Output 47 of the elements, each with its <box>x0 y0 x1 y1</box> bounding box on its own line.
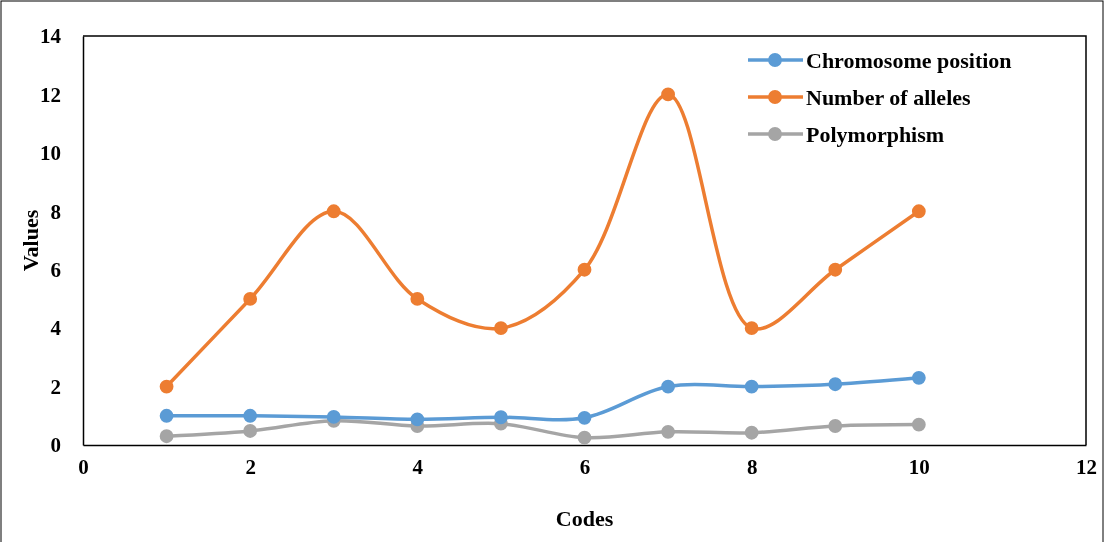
y-tick-label: 12 <box>40 82 61 107</box>
y-axis-title: Values <box>18 209 43 272</box>
point <box>828 377 843 392</box>
y-tick-label: 0 <box>50 433 61 458</box>
x-tick-label: 8 <box>746 454 758 479</box>
point <box>494 410 508 425</box>
point <box>911 204 926 219</box>
point <box>410 412 425 427</box>
y-tick-label: 10 <box>40 141 61 166</box>
y-tick-label: 4 <box>50 316 62 341</box>
point <box>661 87 675 102</box>
point <box>911 370 926 385</box>
x-tick-label: 12 <box>1076 454 1097 479</box>
x-tick-label: 6 <box>579 454 591 479</box>
point <box>828 419 843 433</box>
point <box>744 425 759 440</box>
point <box>159 408 174 423</box>
point <box>828 262 843 277</box>
point <box>577 262 592 277</box>
point <box>577 410 592 425</box>
point <box>243 424 258 438</box>
point <box>326 410 341 424</box>
point <box>243 408 258 423</box>
x-tick-label: 2 <box>245 454 256 479</box>
legend-label: Chromosome position <box>806 48 1012 73</box>
point <box>577 430 592 445</box>
point <box>243 292 258 306</box>
y-tick-label: 2 <box>50 374 61 399</box>
legend-label: Polymorphism <box>806 122 945 147</box>
point <box>744 321 759 336</box>
y-tick-label: 6 <box>50 257 61 282</box>
x-axis-title: Codes <box>555 506 614 531</box>
y-tick-label: 8 <box>50 199 61 224</box>
y-tick-label: 14 <box>40 24 62 49</box>
point <box>661 424 675 439</box>
x-tick-label: 4 <box>412 454 424 479</box>
point <box>661 379 675 394</box>
legend-label: Number of alleles <box>806 85 972 110</box>
point <box>911 417 926 432</box>
x-tick-label: 10 <box>908 454 930 479</box>
point <box>159 379 174 394</box>
point <box>410 292 425 306</box>
point <box>494 321 508 336</box>
point <box>159 429 174 444</box>
point <box>744 379 759 394</box>
x-tick-label: 0 <box>78 454 89 479</box>
point <box>326 204 341 219</box>
